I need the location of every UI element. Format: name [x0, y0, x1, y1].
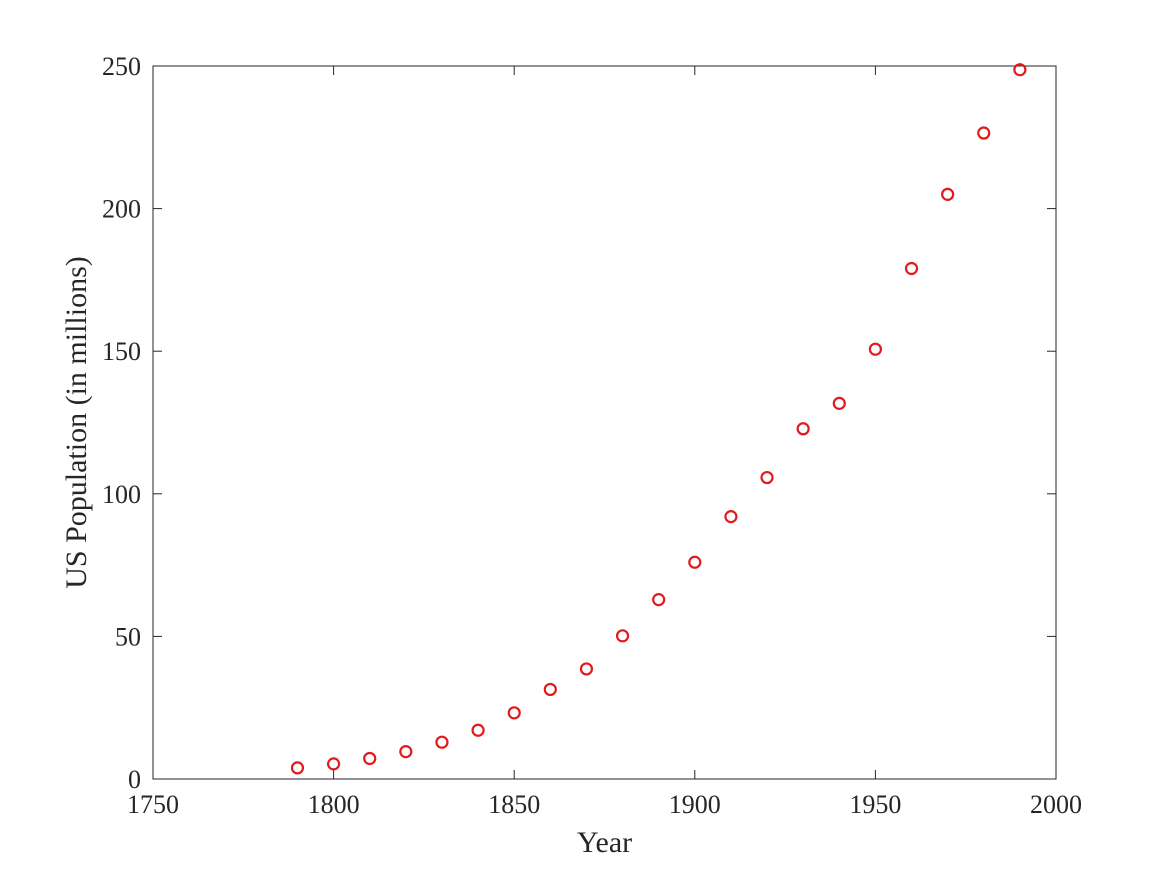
data-point [832, 396, 846, 410]
y-tick-label: 150 [102, 337, 141, 366]
x-tick-label: 1850 [488, 790, 540, 819]
x-tick-label: 1800 [308, 790, 360, 819]
data-point [796, 422, 810, 436]
data-point [904, 261, 919, 276]
y-axis-label: US Population (in millions) [60, 256, 93, 589]
y-tick-labels: 0 50 100 150 200 250 [102, 52, 141, 794]
data-point [543, 682, 557, 697]
y-tick-label: 250 [102, 52, 141, 81]
data-point [327, 757, 341, 771]
data-point [652, 593, 666, 607]
x-tick-label: 2000 [1030, 790, 1082, 819]
plot-area [152, 65, 1057, 780]
tick-marks [152, 65, 1057, 780]
data-point [435, 735, 449, 749]
x-tick-label: 1950 [849, 790, 901, 819]
data-points [290, 63, 1027, 775]
data-point [760, 470, 774, 485]
data-point [507, 706, 521, 720]
data-point [1013, 63, 1027, 77]
x-tick-label: 1900 [669, 790, 721, 819]
data-point [977, 126, 991, 140]
y-tick-label: 200 [102, 195, 141, 224]
data-point [399, 745, 413, 759]
data-point [868, 342, 883, 356]
data-point [724, 510, 738, 524]
x-tick-labels: 1750 1800 1850 1900 1950 2000 [127, 790, 1082, 819]
y-tick-label: 100 [102, 480, 141, 509]
data-point [688, 555, 702, 569]
data-point [290, 761, 305, 775]
data-point [615, 629, 630, 643]
data-point [941, 187, 955, 201]
data-point [579, 662, 594, 676]
y-tick-label: 0 [128, 765, 141, 794]
data-point [363, 751, 377, 766]
y-tick-label: 50 [115, 622, 141, 651]
x-axis-label: Year [577, 826, 632, 859]
x-tick-label: 1750 [127, 790, 179, 819]
data-point [471, 723, 485, 737]
